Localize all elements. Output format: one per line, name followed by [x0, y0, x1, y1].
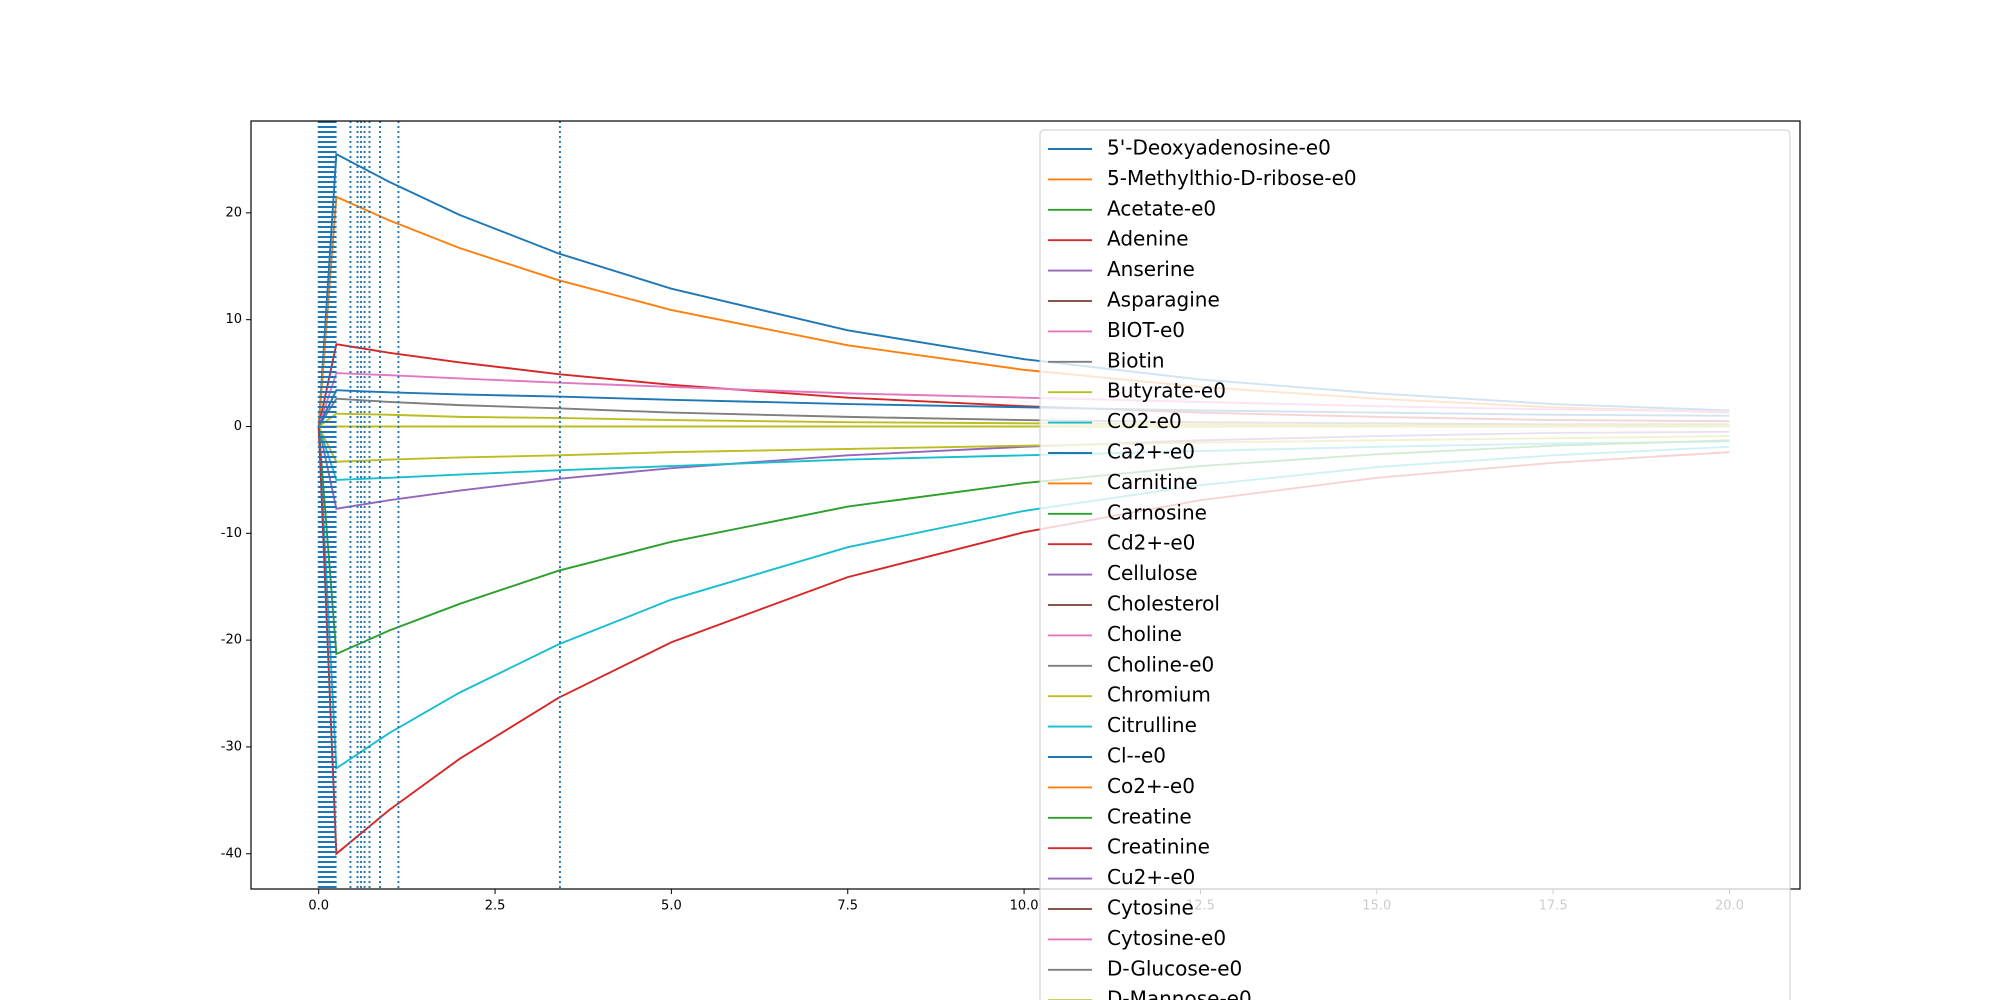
legend-label: 5'-Deoxyadenosine-e0 — [1107, 136, 1331, 160]
legend-box — [1039, 129, 1791, 1000]
legend-label: D-Glucose-e0 — [1107, 956, 1242, 980]
legend-label: Chromium — [1107, 683, 1211, 707]
legend-label: Cholesterol — [1107, 592, 1220, 616]
x-tick-label: 10.0 — [1010, 899, 1039, 914]
legend-label: Asparagine — [1107, 288, 1220, 312]
legend-label: Ca2+-e0 — [1107, 440, 1195, 464]
x-tick-label: 7.5 — [837, 899, 858, 914]
legend-label: Butyrate-e0 — [1107, 379, 1226, 403]
x-tick-label: 5.0 — [661, 899, 682, 914]
axes-frame — [250, 120, 1801, 890]
legend-label: 5-Methylthio-D-ribose-e0 — [1107, 166, 1357, 190]
legend-label: Cellulose — [1107, 561, 1198, 585]
y-tick-label: 0 — [234, 419, 242, 434]
legend-label: BIOT-e0 — [1107, 318, 1185, 342]
legend-label: Cl--e0 — [1107, 744, 1166, 768]
y-tick-label: -10 — [221, 526, 242, 541]
y-tick-label: -40 — [221, 846, 242, 861]
legend-label: Creatine — [1107, 804, 1192, 828]
legend-label: Citrulline — [1107, 713, 1197, 737]
legend-label: Adenine — [1107, 227, 1189, 251]
y-tick-label: 20 — [225, 205, 242, 220]
y-tick-label: 10 — [225, 312, 242, 327]
legend-label: Choline — [1107, 622, 1182, 646]
x-tick-label: 2.5 — [485, 899, 506, 914]
legend-label: Anserine — [1107, 257, 1195, 281]
legend-label: Creatinine — [1107, 835, 1210, 859]
y-tick-label: -20 — [221, 633, 242, 648]
legend-label: Co2+-e0 — [1107, 774, 1195, 798]
legend-label: Choline-e0 — [1107, 652, 1214, 676]
legend-label: Cu2+-e0 — [1107, 865, 1195, 889]
legend-label: Cytosine — [1107, 896, 1194, 920]
legend-label: Carnosine — [1107, 500, 1207, 524]
legend-label: Acetate-e0 — [1107, 196, 1216, 220]
legend-label: D-Mannose-e0 — [1107, 987, 1252, 1000]
legend-label: Cd2+-e0 — [1107, 531, 1195, 555]
legend-label: CO2-e0 — [1107, 409, 1182, 433]
y-tick-label: -30 — [221, 739, 242, 754]
x-tick-label: 0.0 — [308, 899, 329, 914]
legend-label: Cytosine-e0 — [1107, 926, 1226, 950]
legend-label: Biotin — [1107, 348, 1165, 372]
legend-label: Carnitine — [1107, 470, 1198, 494]
